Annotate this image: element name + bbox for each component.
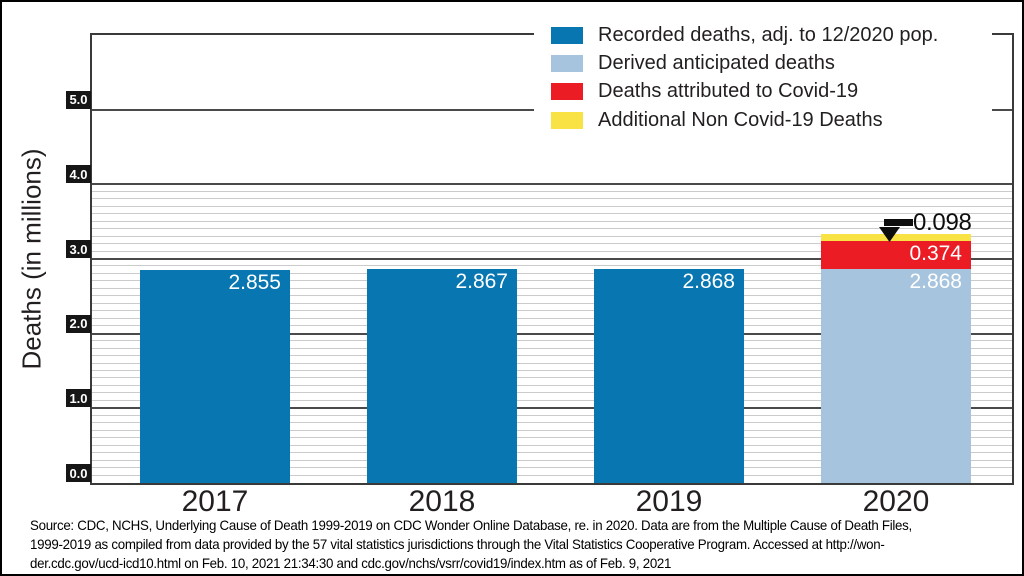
gridline-minor: [92, 287, 1012, 289]
y-tick-label: 5.0: [66, 90, 91, 109]
gridline-major: [92, 258, 1012, 260]
gridline-minor: [92, 347, 1012, 349]
annotation-arrow-icon: [879, 219, 913, 242]
legend: Recorded deaths, adj. to 12/2020 pop. Der…: [534, 14, 992, 138]
y-tick-label: 2.0: [66, 314, 91, 333]
gridline-minor: [92, 340, 1012, 342]
legend-label: Derived anticipated deaths: [598, 52, 835, 75]
y-tick-label: 0.0: [66, 464, 91, 482]
gridline-minor: [92, 310, 1012, 312]
y-axis-title: Deaths (in millions): [16, 148, 47, 370]
gridline-minor: [92, 250, 1012, 252]
gridline-minor: [92, 392, 1012, 394]
gridline-minor: [92, 302, 1012, 304]
gridline-minor: [92, 399, 1012, 401]
gridline-minor: [92, 467, 1012, 469]
gridline-minor: [92, 265, 1012, 267]
gridline-minor: [92, 190, 1012, 192]
legend-label: Deaths attributed to Covid-19: [598, 80, 859, 103]
gridline-minor: [92, 444, 1012, 446]
legend-swatch-icon: [551, 111, 583, 129]
legend-item: Additional Non Covid-19 Deaths: [551, 106, 986, 134]
gridline-minor: [92, 317, 1012, 319]
source-line-2: 1999-2019 as compiled from data provided…: [30, 536, 885, 553]
bar-value-label: 2.868: [909, 269, 962, 293]
bar-segment: [821, 233, 971, 241]
x-axis-label: 2018: [408, 485, 476, 518]
gridline-minor: [92, 429, 1012, 431]
gridline-major: [92, 183, 1012, 186]
legend-label: Recorded deaths, adj. to 12/2020 pop.: [598, 23, 939, 46]
gridline-minor: [92, 325, 1012, 327]
y-tick-label: 1.0: [66, 389, 91, 408]
annotation-value-label: 0.098: [913, 209, 972, 236]
gridline-minor: [92, 198, 1012, 200]
bar-value-label: 2.868: [682, 269, 735, 293]
gridline-minor: [92, 362, 1012, 364]
gridline-minor: [92, 228, 1012, 230]
gridline-minor: [92, 474, 1012, 476]
gridline-minor: [92, 205, 1012, 207]
x-axis-label: 2020: [862, 485, 930, 518]
gridline-major: [92, 407, 1012, 410]
legend-item: Deaths attributed to Covid-19: [551, 78, 986, 106]
gridline-minor: [92, 377, 1012, 379]
gridline-minor: [92, 452, 1012, 454]
bar-segment: 2.855: [140, 269, 290, 483]
bar-value-label: 0.374: [909, 241, 962, 265]
annotation-0098: 0.098: [879, 208, 999, 248]
bar-segment: 2.868: [821, 268, 971, 483]
gridline-minor: [92, 422, 1012, 424]
legend-swatch-icon: [551, 55, 583, 73]
gridline-minor: [92, 272, 1012, 274]
gridline-minor: [92, 384, 1012, 386]
source-line-3: der.cdc.gov/ucd-icd10.html on Feb. 10, 2…: [30, 555, 672, 572]
legend-swatch-icon: [551, 26, 583, 44]
gridline-minor: [92, 414, 1012, 416]
legend-swatch-icon: [551, 83, 583, 101]
x-axis-label: 2017: [181, 485, 249, 518]
legend-label: Additional Non Covid-19 Deaths: [598, 108, 883, 131]
gridline-minor: [92, 235, 1012, 237]
source-note: Source: CDC, NCHS, Underlying Cause of D…: [30, 516, 958, 574]
y-tick-label: 4.0: [66, 165, 91, 184]
legend-item: Derived anticipated deaths: [551, 49, 986, 77]
gridline-minor: [92, 355, 1012, 357]
gridline-minor: [92, 437, 1012, 439]
legend-item: Recorded deaths, adj. to 12/2020 pop.: [551, 21, 986, 49]
bar-segment: 2.867: [367, 268, 517, 483]
gridline-minor: [92, 370, 1012, 371]
gridline-minor: [92, 295, 1012, 297]
bar-segment: 0.374: [821, 240, 971, 269]
gridline-major: [92, 332, 1012, 335]
bar-segment: 2.868: [594, 268, 744, 483]
bar-value-label: 2.855: [228, 270, 281, 294]
gridline-minor: [92, 459, 1012, 461]
x-axis-label: 2019: [635, 485, 703, 518]
bar-value-label: 2.867: [455, 269, 508, 293]
gridline-minor: [92, 220, 1012, 222]
y-tick-label: 3.0: [66, 240, 91, 258]
gridline-minor: [92, 213, 1012, 215]
gridline-minor: [92, 243, 1012, 245]
source-line-1: Source: CDC, NCHS, Underlying Cause of D…: [30, 517, 912, 533]
gridline-minor: [92, 280, 1012, 282]
